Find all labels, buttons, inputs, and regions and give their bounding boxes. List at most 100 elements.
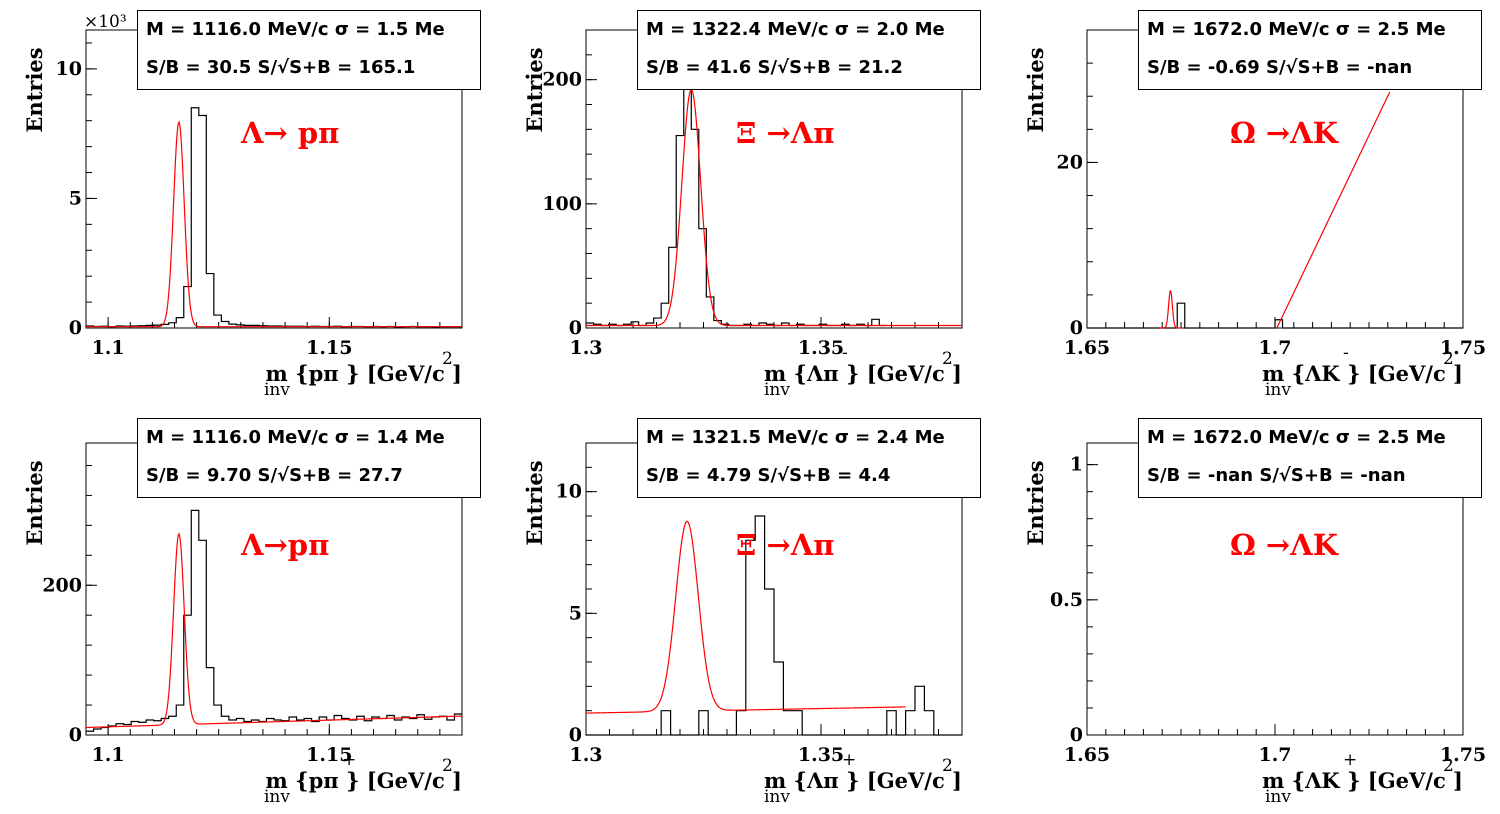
x-axis-title-sub: inv: [264, 380, 290, 400]
fit-info-significance: S/B = 30.5 S/√S+B = 165.1: [146, 57, 416, 78]
y-tick-label: 0: [569, 724, 582, 746]
fit-info-box: M = 1672.0 MeV/c σ = 2.5 Me S/B = -nan S/…: [1138, 418, 1482, 498]
x-axis-title-sup: +: [342, 750, 356, 770]
fit-info-box: M = 1116.0 MeV/c σ = 1.5 Me S/B = 30.5 S/…: [137, 10, 481, 90]
fit-info-mass-sigma: M = 1672.0 MeV/c σ = 2.5 Me: [1147, 427, 1446, 448]
x-axis-title-sup2: 2: [1443, 756, 1454, 776]
x-tick-label: 1.1: [92, 337, 125, 359]
fit-info-significance: S/B = 4.79 S/√S+B = 4.4: [646, 465, 891, 486]
fit-info-box: M = 1321.5 MeV/c σ = 2.4 Me S/B = 4.79 S/…: [637, 418, 981, 498]
x-axis-title-sup2: 2: [1443, 349, 1454, 369]
histogram: [86, 509, 462, 732]
y-axis-title: Entries: [1023, 460, 1048, 545]
x-tick-label: 1.7: [1258, 337, 1291, 359]
y-tick-label: 1: [1070, 454, 1083, 476]
y-axis-title: Entries: [22, 460, 47, 545]
x-tick-label: 1.75: [1440, 744, 1486, 766]
fit-info-significance: S/B = -0.69 S/√S+B = -nan: [1147, 57, 1413, 78]
fit-info-box: M = 1322.4 MeV/c σ = 2.0 Me S/B = 41.6 S/…: [637, 10, 981, 90]
y-axis-title: Entries: [1023, 47, 1048, 132]
fit-info-mass-sigma: M = 1116.0 MeV/c σ = 1.5 Me: [146, 19, 445, 40]
y-tick-label: 100: [542, 193, 582, 215]
y-tick-label: 5: [69, 187, 82, 209]
fit-info-box: M = 1672.0 MeV/c σ = 2.5 Me S/B = -0.69 S…: [1138, 10, 1482, 90]
plot-svg: 0 20 1.65 1.7 1.75 Entries m {ΛK } [GeV/c ]inv…: [1023, 29, 1486, 400]
fit-curve: [86, 120, 462, 328]
fit-curve: [1159, 290, 1182, 329]
fit-info-significance: S/B = 9.70 S/√S+B = 27.7: [146, 465, 403, 486]
decay-title: Ξ →Λπ: [736, 528, 835, 562]
y-tick-label: 200: [42, 574, 82, 596]
x-axis-title-sub: inv: [764, 380, 790, 400]
x-axis-title-sup: +: [842, 750, 856, 770]
histogram: [586, 515, 962, 736]
y-tick-label: 10: [56, 58, 82, 80]
x-axis-title-sup2: 2: [942, 756, 953, 776]
x-axis-title-sup: -: [842, 343, 848, 363]
x-tick-label: 1.15: [306, 337, 352, 359]
x-tick-label: 1.65: [1064, 744, 1110, 766]
y-axis-title: Entries: [522, 460, 547, 545]
fit-info-significance: S/B = -nan S/√S+B = -nan: [1147, 465, 1406, 486]
x-tick-label: 1.15: [306, 744, 352, 766]
y-tick-label: 0: [569, 317, 582, 339]
x-tick-label: 1.1: [92, 744, 125, 766]
plot-panel-5: 0 5 10 1.3 1.35 Entries m {Λπ } [GeV/c ] inv +2 Ξ…: [500, 407, 1000, 814]
y-axis-title: Entries: [22, 47, 47, 132]
y-tick-label: 20: [1057, 151, 1083, 173]
x-tick-label: 1.65: [1064, 337, 1110, 359]
x-tick-label: 1.3: [569, 337, 602, 359]
decay-title: Ω →ΛK: [1230, 116, 1340, 150]
x-axis-title: m {pπ } [GeV/c ]: [266, 361, 462, 386]
decay-title: Λ→pπ: [240, 528, 329, 562]
plot-panel-2: 0 100 200 1.3 1.35 Entries m {Λπ } [GeV/c ] inv…: [500, 0, 1000, 407]
fit-info-box: M = 1116.0 MeV/c σ = 1.4 Me S/B = 9.70 S/…: [137, 418, 481, 498]
plot-svg: 0 0.5 1 1.65 1.7 1.75 Entries m {ΛK } [GeV/c ]i…: [1023, 442, 1486, 807]
fit-info-mass-sigma: M = 1322.4 MeV/c σ = 2.0 Me: [646, 19, 945, 40]
plot-svg: 0 5 10 1.3 1.35 Entries m {Λπ } [GeV/c ]inv + 2 Ξ…: [522, 442, 963, 807]
x-tick-label: 1.7: [1258, 744, 1291, 766]
fit-line: [1276, 91, 1391, 329]
plot-panel-3: 0 20 1.65 1.7 1.75 Entries m {ΛK } [GeV/c ] inv…: [1000, 0, 1500, 407]
x-tick-label: 1.75: [1440, 337, 1486, 359]
fit-curve: [585, 520, 906, 714]
x-axis-title-sup: +: [1343, 750, 1357, 770]
plot-svg: 0 5 10 1.1 1.15 Entries ×10³ m {pπ } [GeV/c ]in…: [22, 12, 463, 400]
y-tick-label: 10: [556, 481, 582, 503]
decay-title: Ω →ΛK: [1230, 528, 1340, 562]
fit-info-mass-sigma: M = 1672.0 MeV/c σ = 2.5 Me: [1147, 19, 1446, 40]
y-tick-label: 5: [569, 602, 582, 624]
x-axis-title: m {ΛK } [GeV/c ]: [1262, 768, 1463, 793]
fit-curve: [586, 88, 962, 327]
fit-info-mass-sigma: M = 1116.0 MeV/c σ = 1.4 Me: [146, 427, 445, 448]
plot-panel-4: 0 200 1.1 1.15 Entries m {pπ } [GeV/c ] inv +2 Λ…: [0, 407, 500, 814]
y-tick-label: 0: [69, 724, 82, 746]
x-axis-title-sub: inv: [1265, 380, 1291, 400]
decay-title: Λ→ pπ: [240, 116, 339, 150]
plot-svg: 0 100 200 1.3 1.35 Entries m {Λπ } [GeV/c ]inv…: [522, 29, 963, 400]
x-tick-label: 1.35: [798, 744, 844, 766]
y-tick-label: 0: [69, 317, 82, 339]
x-axis-title-sub: inv: [764, 787, 790, 807]
x-axis-title-sub: inv: [1265, 787, 1291, 807]
x-axis-title: m {Λπ } [GeV/c ]: [764, 768, 962, 793]
y-tick-label: 0.5: [1050, 589, 1083, 611]
decay-title: Ξ →Λπ: [736, 116, 835, 150]
plot-panel-1: 0 5 10 1.1 1.15 Entries ×10³ m {pπ } [GeV/c ] in…: [0, 0, 500, 407]
x-axis-title-sub: inv: [264, 787, 290, 807]
x-tick-label: 1.35: [798, 337, 844, 359]
x-axis-title-sup: -: [342, 343, 348, 363]
x-axis-title: m {ΛK } [GeV/c ]: [1262, 361, 1463, 386]
y-tick-label: 0: [1070, 317, 1083, 339]
x-axis-title-sup: -: [1343, 343, 1349, 363]
y-axis-title: Entries: [522, 47, 547, 132]
fit-info-mass-sigma: M = 1321.5 MeV/c σ = 2.4 Me: [646, 427, 945, 448]
histogram: [1087, 302, 1463, 329]
fit-curve: [85, 532, 463, 729]
x-axis-title-sup2: 2: [442, 349, 453, 369]
y-exponent-label: ×10³: [84, 12, 127, 32]
x-axis-title-sup2: 2: [442, 756, 453, 776]
x-axis-title: m {Λπ } [GeV/c ]: [764, 361, 962, 386]
y-tick-label: 0: [1070, 724, 1083, 746]
